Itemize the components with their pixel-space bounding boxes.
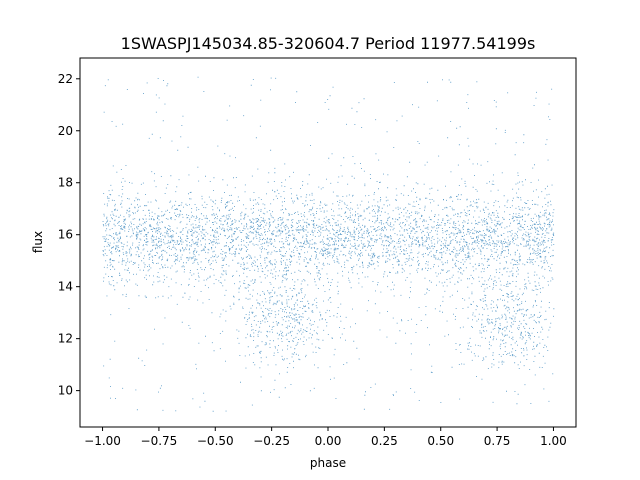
x-tick-label: 0.50 xyxy=(427,434,454,448)
x-tick-label: 0.25 xyxy=(371,434,398,448)
y-tick-label: 22 xyxy=(58,72,73,86)
x-tick-label: 0.75 xyxy=(484,434,511,448)
x-tick-label: −0.25 xyxy=(253,434,290,448)
x-tick-label: −0.75 xyxy=(141,434,178,448)
x-tick-label: 1.00 xyxy=(540,434,567,448)
y-tick-label: 20 xyxy=(58,124,73,138)
y-tick-label: 18 xyxy=(58,176,73,190)
x-axis: −1.00 −0.75 −0.50 −0.25 0.00 0.25 0.50 0.75 1.00 xyxy=(84,427,567,448)
x-tick-label: −0.50 xyxy=(197,434,234,448)
y-axis: 10 12 14 16 18 20 22 xyxy=(58,72,80,398)
y-tick-label: 10 xyxy=(58,384,73,398)
chart-title: 1SWASPJ145034.85-320604.7 Period 11977.5… xyxy=(121,34,536,53)
y-axis-label: flux xyxy=(31,231,45,253)
y-tick-label: 14 xyxy=(58,280,73,294)
x-tick-label: 0.00 xyxy=(315,434,342,448)
y-tick-label: 12 xyxy=(58,332,73,346)
y-tick-label: 16 xyxy=(58,228,73,242)
x-axis-label: phase xyxy=(310,456,346,470)
x-tick-label: −1.00 xyxy=(84,434,121,448)
